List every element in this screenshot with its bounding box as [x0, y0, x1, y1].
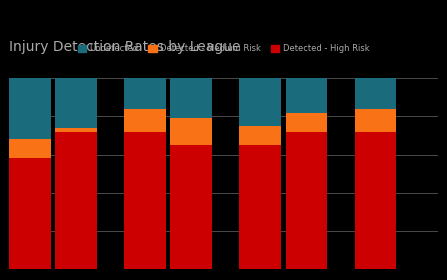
Bar	[286, 78, 327, 113]
Legend: Undetected, Detected - Medium Risk, Detected - High Risk: Undetected, Detected - Medium Risk, Dete…	[74, 41, 373, 56]
Bar	[55, 132, 97, 269]
Bar	[286, 132, 327, 269]
Bar	[124, 109, 166, 132]
Bar	[124, 132, 166, 269]
Bar	[170, 118, 212, 145]
Bar	[354, 109, 396, 132]
Bar	[240, 145, 281, 269]
Text: Injury Detection Rates by League: Injury Detection Rates by League	[9, 40, 240, 54]
Bar	[9, 78, 51, 139]
Bar	[9, 139, 51, 158]
Bar	[170, 78, 212, 118]
Bar	[55, 78, 97, 128]
Bar	[354, 78, 396, 109]
Bar	[9, 158, 51, 269]
Bar	[354, 132, 396, 269]
Bar	[124, 78, 166, 109]
Bar	[240, 78, 281, 126]
Bar	[286, 113, 327, 132]
Bar	[240, 126, 281, 145]
Bar	[55, 128, 97, 132]
Bar	[170, 145, 212, 269]
